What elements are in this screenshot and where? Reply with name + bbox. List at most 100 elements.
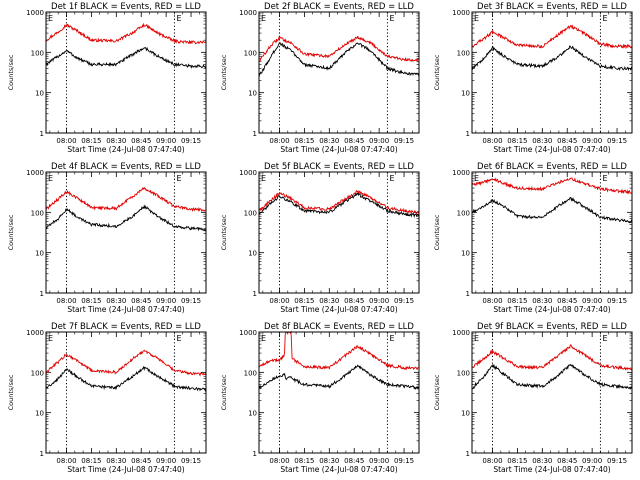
x-tick-label: 09:15 [181, 297, 201, 305]
event-marker-label: E [474, 174, 479, 183]
x-axis-label: Start Time (24-Jul-08 07:47:40) [280, 305, 397, 314]
x-tick-label: 08:45 [557, 457, 577, 465]
event-marker-label: E [176, 174, 181, 183]
y-axis-label: Counts/sec [433, 214, 441, 250]
x-tick-label: 09:00 [156, 457, 176, 465]
y-tick-label: 100 [244, 369, 257, 377]
plot-frame [45, 171, 207, 294]
event-marker-label: E [48, 334, 53, 343]
x-tick-label: 09:00 [582, 137, 602, 145]
plot-frame [258, 11, 420, 134]
y-tick-label: 1 [253, 450, 257, 458]
x-axis-label: Start Time (24-Jul-08 07:47:40) [280, 465, 397, 474]
x-tick-label: 08:15 [294, 137, 314, 145]
x-tick-label: 09:15 [607, 137, 627, 145]
detector-panel: Det 1f BLACK = Events, RED = LLD Counts/s… [7, 2, 207, 154]
event-marker-label: E [261, 14, 266, 23]
y-tick-label: 10 [248, 250, 257, 258]
events-series-line [45, 204, 207, 232]
y-tick-label: 10 [248, 90, 257, 98]
panel-title: Det 9f BLACK = Events, RED = LLD [477, 322, 627, 332]
y-tick-label: 100 [31, 209, 44, 217]
plot-frame [258, 331, 420, 454]
plot-frame [258, 171, 420, 294]
x-tick-label: 09:15 [181, 457, 201, 465]
lld-series-line [45, 22, 207, 45]
x-axis-label: Start Time (24-Jul-08 07:47:40) [493, 145, 610, 154]
x-tick-label: 08:45 [131, 137, 151, 145]
plot-frame [471, 171, 633, 294]
panel-title: Det 6f BLACK = Events, RED = LLD [477, 162, 627, 172]
panel-title: Det 3f BLACK = Events, RED = LLD [477, 2, 627, 12]
lld-series-line [258, 330, 420, 371]
events-series-line [45, 46, 207, 70]
x-tick-label: 08:45 [557, 137, 577, 145]
x-tick-label: 08:45 [557, 297, 577, 305]
plot-frame [45, 331, 207, 454]
x-tick-label: 08:45 [131, 457, 151, 465]
lld-series-line [258, 189, 420, 215]
detector-panel: Det 7f BLACK = Events, RED = LLD Counts/s… [7, 322, 207, 474]
x-tick-label: 08:00 [56, 297, 76, 305]
event-marker-label: E [389, 14, 394, 23]
x-tick-label: 09:00 [369, 137, 389, 145]
events-series-line [471, 363, 633, 390]
y-tick-label: 1 [253, 130, 257, 138]
events-series-line [45, 365, 207, 392]
events-series-line [258, 192, 420, 219]
event-marker-label: E [474, 14, 479, 23]
panel-title: Det 5f BLACK = Events, RED = LLD [264, 162, 414, 172]
event-marker-label: E [389, 334, 394, 343]
y-tick-label: 1000 [26, 9, 44, 17]
event-marker-label: E [602, 174, 607, 183]
detector-panel: Det 2f BLACK = Events, RED = LLD Counts/s… [220, 2, 420, 154]
y-tick-label: 1000 [239, 9, 257, 17]
detector-panel: Det 8f BLACK = Events, RED = LLD Counts/s… [220, 322, 420, 474]
detector-panel: Det 3f BLACK = Events, RED = LLD Counts/s… [433, 2, 633, 154]
y-tick-label: 1 [40, 450, 44, 458]
x-tick-label: 08:45 [344, 137, 364, 145]
x-tick-label: 08:00 [56, 137, 76, 145]
x-tick-label: 09:00 [582, 297, 602, 305]
x-tick-label: 08:45 [344, 297, 364, 305]
lld-series-line [45, 349, 207, 377]
x-tick-label: 08:30 [319, 137, 339, 145]
y-tick-label: 10 [461, 410, 470, 418]
y-tick-label: 10 [35, 410, 44, 418]
y-tick-label: 10 [35, 90, 44, 98]
x-axis-label: Start Time (24-Jul-08 07:47:40) [493, 465, 610, 474]
y-tick-label: 100 [244, 209, 257, 217]
event-marker-label: E [48, 174, 53, 183]
x-tick-label: 08:15 [507, 137, 527, 145]
x-tick-label: 08:15 [294, 457, 314, 465]
detector-panel: Det 4f BLACK = Events, RED = LLD Counts/s… [7, 162, 207, 314]
x-tick-label: 08:30 [319, 457, 339, 465]
y-tick-label: 1000 [452, 9, 470, 17]
x-tick-label: 08:00 [56, 457, 76, 465]
y-tick-label: 1000 [452, 329, 470, 337]
y-tick-label: 1000 [452, 169, 470, 177]
y-tick-label: 1 [466, 450, 470, 458]
x-tick-label: 08:00 [269, 297, 289, 305]
detector-panel: Det 5f BLACK = Events, RED = LLD Counts/s… [220, 162, 420, 314]
y-tick-label: 1 [466, 130, 470, 138]
event-marker-label: E [389, 174, 394, 183]
x-tick-label: 09:00 [369, 457, 389, 465]
x-tick-label: 09:00 [156, 137, 176, 145]
y-tick-label: 1 [466, 290, 470, 298]
panel-title: Det 7f BLACK = Events, RED = LLD [51, 322, 201, 332]
y-axis-label: Counts/sec [7, 374, 15, 410]
y-tick-label: 100 [457, 369, 470, 377]
x-tick-label: 08:15 [294, 297, 314, 305]
y-axis-label: Counts/sec [433, 54, 441, 90]
x-tick-label: 08:15 [81, 457, 101, 465]
x-axis-label: Start Time (24-Jul-08 07:47:40) [67, 145, 184, 154]
lld-series-line [471, 177, 633, 195]
x-tick-label: 08:15 [81, 137, 101, 145]
y-tick-label: 100 [457, 209, 470, 217]
event-marker-label: E [261, 174, 266, 183]
event-marker-label: E [48, 14, 53, 23]
x-tick-label: 08:45 [131, 297, 151, 305]
y-axis-label: Counts/sec [433, 374, 441, 410]
x-tick-label: 09:15 [181, 137, 201, 145]
